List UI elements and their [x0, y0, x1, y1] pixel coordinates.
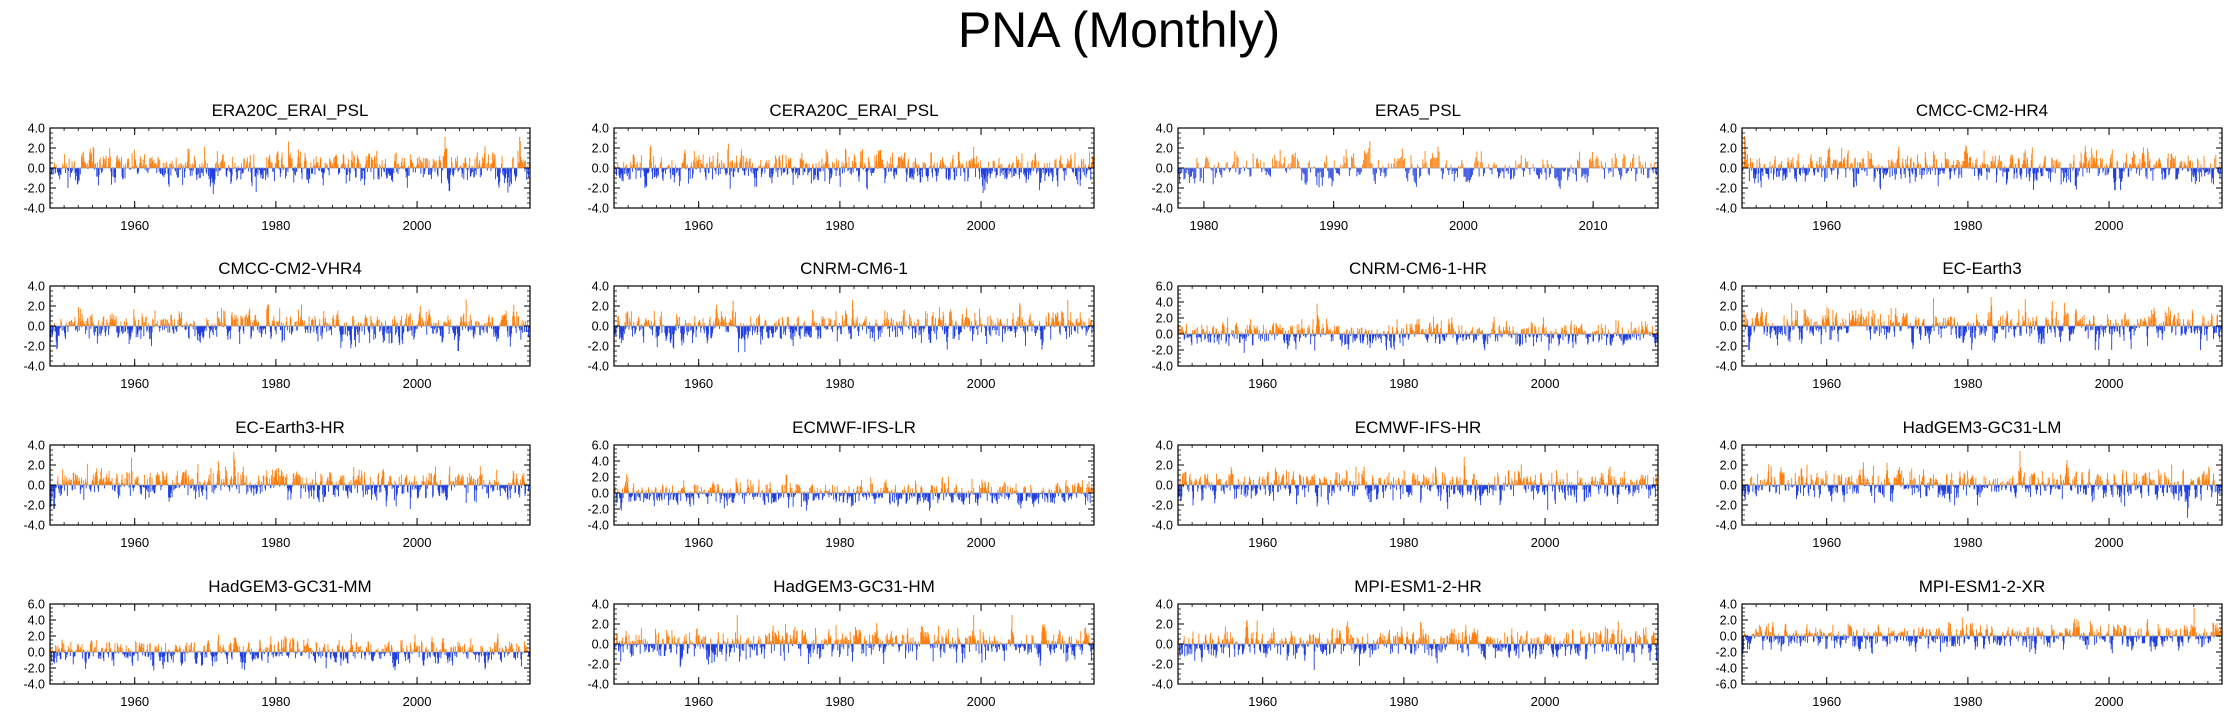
panel-title: CERA20C_ERAI_PSL — [769, 101, 938, 120]
x-tick-label: 1980 — [261, 218, 290, 233]
y-tick-label: 0.0 — [592, 320, 609, 334]
y-tick-label: 2.0 — [1720, 142, 1737, 156]
y-tick-label: -4.0 — [1151, 202, 1173, 216]
x-tick-label: 1960 — [1812, 218, 1841, 233]
y-tick-label: 4.0 — [28, 280, 45, 294]
x-tick-label: 1960 — [120, 218, 149, 233]
y-tick-label: 0.0 — [28, 162, 45, 176]
x-tick-label: 1980 — [1953, 218, 1982, 233]
panel-cera20c_erai_psl: CERA20C_ERAI_PSL 4.0 2.0 0.0 -2.0 -4.0 1960 198… — [587, 101, 1094, 233]
y-tick-label: 2.0 — [592, 142, 609, 156]
panel-title: ERA5_PSL — [1375, 101, 1461, 120]
x-tick-label: 2000 — [403, 376, 432, 391]
y-tick-label: 2.0 — [1156, 142, 1173, 156]
y-tick-label: 4.0 — [592, 122, 609, 136]
y-tick-label: -2.0 — [587, 182, 609, 196]
panel-era5_psl: ERA5_PSL 4.0 2.0 0.0 -2.0 -4.0 1980 1990 2000 201… — [1151, 101, 1658, 233]
y-tick-label: -2.0 — [1715, 182, 1737, 196]
panel-era20c_erai_psl: ERA20C_ERAI_PSL 4.0 2.0 0.0 -2.0 -4.0 1960 1980… — [23, 101, 530, 233]
x-tick-label: 1990 — [1319, 218, 1348, 233]
x-tick-label: 1960 — [684, 376, 713, 391]
y-tick-label: -2.0 — [23, 340, 45, 354]
y-tick-label: 0.0 — [28, 320, 45, 334]
x-tick-label: 2000 — [967, 376, 996, 391]
y-tick-label: 4.0 — [28, 122, 45, 136]
panel-cmcc-cm2-hr4: CMCC-CM2-HR4 4.0 2.0 0.0 -2.0 -4.0 1960 1980 200… — [1715, 101, 2222, 233]
y-tick-label: 0.0 — [1156, 162, 1173, 176]
panel-bars — [1178, 304, 1657, 353]
y-tick-label: 4.0 — [1720, 122, 1737, 136]
y-tick-label: 4.0 — [1156, 122, 1173, 136]
y-tick-label: 4.0 — [592, 280, 609, 294]
y-tick-label: 0.0 — [1720, 162, 1737, 176]
panel-bars — [1742, 136, 2221, 190]
x-tick-label: 1960 — [684, 218, 713, 233]
panel-title: CMCC-CM2-VHR4 — [218, 259, 362, 278]
x-tick-label: 2000 — [967, 218, 996, 233]
x-tick-label: 2000 — [403, 218, 432, 233]
y-tick-label: -4.0 — [587, 360, 609, 374]
x-tick-label: 2000 — [1449, 218, 1478, 233]
y-tick-label: -4.0 — [587, 202, 609, 216]
y-tick-label: -2.0 — [587, 340, 609, 354]
panel-cnrm-cm6-1: CNRM-CM6-1 4.0 2.0 0.0 -2.0 -4.0 1960 1980 2000 — [587, 259, 1094, 391]
y-tick-label: -4.0 — [1715, 202, 1737, 216]
panel-title: CNRM-CM6-1 — [800, 259, 908, 278]
y-tick-label: -4.0 — [23, 360, 45, 374]
x-tick-label: 1960 — [120, 376, 149, 391]
panel-bars — [50, 300, 529, 351]
x-tick-label: 1980 — [261, 376, 290, 391]
x-tick-label: 2010 — [1579, 218, 1608, 233]
y-tick-label: -2.0 — [1151, 182, 1173, 196]
panel-title: CMCC-CM2-HR4 — [1916, 101, 2048, 120]
x-tick-label: 1980 — [825, 376, 854, 391]
panel-bars — [1179, 141, 1658, 189]
panel-bars — [50, 137, 529, 194]
y-tick-label: -2.0 — [23, 182, 45, 196]
y-tick-label: 2.0 — [28, 142, 45, 156]
x-tick-label: 1980 — [825, 218, 854, 233]
panel-title: ERA20C_ERAI_PSL — [212, 101, 369, 120]
panel-title: CNRM-CM6-1-HR — [1349, 259, 1487, 278]
y-tick-label: 0.0 — [592, 162, 609, 176]
y-tick-label: 2.0 — [592, 300, 609, 314]
panel-cmcc-cm2-vhr4: CMCC-CM2-VHR4 4.0 2.0 0.0 -2.0 -4.0 1960 1980 20… — [23, 259, 530, 391]
x-tick-label: 1980 — [1189, 218, 1218, 233]
y-tick-label: -4.0 — [23, 202, 45, 216]
y-tick-label: 2.0 — [28, 300, 45, 314]
x-tick-label: 2000 — [2095, 218, 2124, 233]
